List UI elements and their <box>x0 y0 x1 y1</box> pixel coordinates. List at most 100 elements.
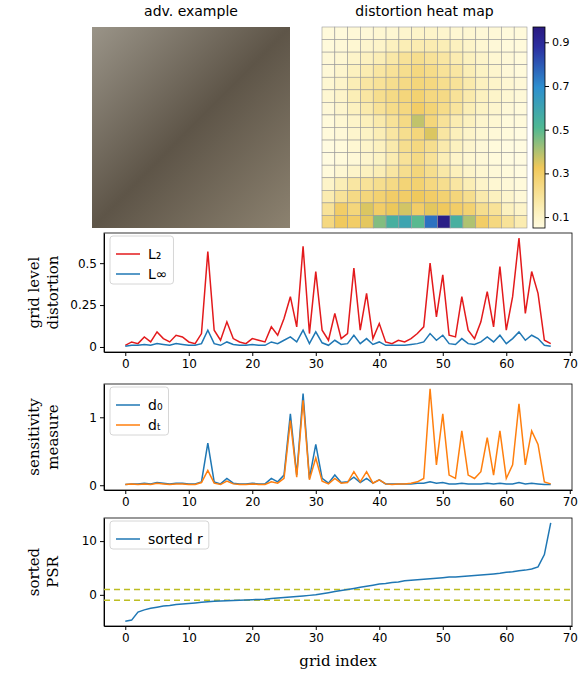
heat-cell <box>463 215 476 228</box>
x-tick-label: 10 <box>182 357 197 371</box>
heat-cell <box>348 178 361 191</box>
colorbar-tick-mark <box>545 173 549 174</box>
legend-box <box>110 236 173 284</box>
heat-cell <box>399 65 412 78</box>
line-chart: 01020304050607001sensitivitymeasured₀dₜ <box>25 384 578 509</box>
legend-label: sorted r <box>148 531 203 547</box>
heat-cell <box>501 90 514 103</box>
heat-cell <box>514 203 527 216</box>
heat-cell <box>386 115 399 128</box>
x-tick-label: 30 <box>309 495 324 509</box>
x-tick-mark <box>189 490 190 494</box>
heat-cell <box>450 153 463 166</box>
heat-cell <box>322 190 335 203</box>
x-tick-label: 30 <box>309 357 324 371</box>
x-tick-label: 70 <box>563 631 578 645</box>
heat-cell <box>476 40 489 53</box>
heat-cell <box>373 178 386 191</box>
line-chart: 010203040506070010sortedPSRgrid indexsor… <box>25 518 578 670</box>
colorbar-tick: 0.5 <box>545 124 570 137</box>
heat-cell <box>489 190 502 203</box>
line-chart: 01020304050607000.250.5grid leveldistort… <box>25 233 578 371</box>
heat-cell <box>501 140 514 153</box>
heat-cell <box>348 215 361 228</box>
heat-cell <box>322 178 335 191</box>
heatmap <box>322 27 527 228</box>
heat-cell <box>335 165 348 178</box>
x-tick: 10 <box>182 626 197 645</box>
heat-cell <box>501 165 514 178</box>
colorbar-tick-mark <box>545 217 549 218</box>
heat-cell <box>348 165 361 178</box>
y-tick: 0 <box>89 588 104 602</box>
heat-cell <box>386 65 399 78</box>
series-line <box>125 389 550 485</box>
heat-cell <box>386 77 399 90</box>
x-tick-label: 40 <box>372 631 387 645</box>
heat-cell <box>322 203 335 216</box>
heat-cell <box>360 27 373 40</box>
heat-cell <box>476 203 489 216</box>
x-tick: 50 <box>436 626 451 645</box>
heat-cell <box>335 102 348 115</box>
heat-cell <box>399 178 412 191</box>
heat-cell <box>450 203 463 216</box>
x-tick-mark <box>252 626 253 630</box>
heat-cell <box>501 128 514 141</box>
heat-cell <box>373 40 386 53</box>
heat-cell <box>322 40 335 53</box>
heat-cell <box>450 102 463 115</box>
y-tick: 0.25 <box>70 298 104 312</box>
heat-cell <box>399 102 412 115</box>
heat-cell <box>425 128 438 141</box>
heat-cell <box>335 90 348 103</box>
heat-cell <box>399 40 412 53</box>
colorbar-axis: 0.10.30.50.70.9 <box>545 28 570 229</box>
heat-cell <box>412 52 425 65</box>
heat-cell <box>373 65 386 78</box>
y-axis-title: PSR <box>44 555 62 587</box>
heat-cell <box>425 90 438 103</box>
legend: sorted r <box>110 521 209 549</box>
x-tick-mark <box>506 490 507 494</box>
heat-cell <box>322 140 335 153</box>
legend-label: L₂ <box>148 246 161 262</box>
x-tick-label: 20 <box>245 495 260 509</box>
heat-cell <box>335 27 348 40</box>
heat-cell <box>425 165 438 178</box>
x-tick-label: 10 <box>182 631 197 645</box>
colorbar-tick-mark <box>545 42 549 43</box>
heat-cell <box>501 190 514 203</box>
colorbar-tick-label: 0.1 <box>552 211 570 224</box>
heat-cell <box>335 190 348 203</box>
heat-cell <box>450 128 463 141</box>
x-tick-mark <box>316 626 317 630</box>
x-tick-mark <box>443 352 444 356</box>
heat-cell <box>514 140 527 153</box>
heat-cell <box>360 165 373 178</box>
x-tick: 50 <box>436 352 451 371</box>
heat-cell <box>450 40 463 53</box>
heat-cell <box>412 178 425 191</box>
heat-cell <box>476 77 489 90</box>
heat-cell <box>412 102 425 115</box>
heat-cell <box>360 102 373 115</box>
x-tick-label: 20 <box>245 357 260 371</box>
legend-swatch <box>116 273 140 275</box>
heat-cell <box>437 128 450 141</box>
heat-cell <box>360 215 373 228</box>
x-tick-mark <box>316 490 317 494</box>
heat-cell <box>425 102 438 115</box>
heat-cell <box>450 52 463 65</box>
heat-cell <box>514 128 527 141</box>
heat-cell <box>386 178 399 191</box>
series-line <box>125 330 550 346</box>
heat-cell <box>386 190 399 203</box>
heat-cell <box>399 190 412 203</box>
legend-label: d₀ <box>148 397 163 413</box>
x-tick-label: 60 <box>499 631 514 645</box>
x-tick-mark <box>252 490 253 494</box>
heat-cell <box>463 27 476 40</box>
heat-cell <box>463 128 476 141</box>
heat-cell <box>489 102 502 115</box>
